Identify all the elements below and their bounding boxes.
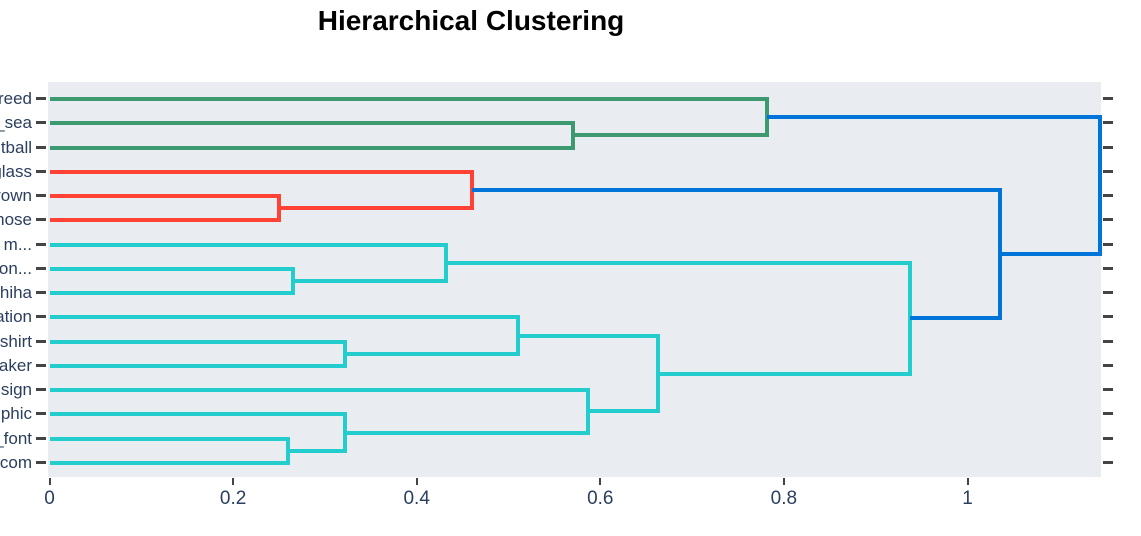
- x-tick-mark: [232, 478, 235, 485]
- y-tick-mark: [1103, 315, 1113, 319]
- x-tick-mark: [415, 478, 418, 485]
- y-axis-leaf-label: tball: [0, 137, 32, 157]
- x-tick-label: 0.6: [587, 488, 614, 509]
- y-tick-mark: [36, 436, 46, 440]
- y-tick-mark: [36, 291, 46, 295]
- dendrogram-link: [49, 436, 289, 441]
- y-tick-mark: [1103, 291, 1113, 295]
- y-tick-mark: [36, 266, 46, 270]
- x-tick-label: 0.2: [219, 488, 247, 509]
- dendrogram-link: [999, 252, 1100, 257]
- y-axis-leaf-label: hiha: [0, 283, 32, 303]
- y-tick-mark: [36, 363, 46, 367]
- y-tick-mark: [36, 194, 46, 198]
- dendrogram-link: [345, 430, 589, 435]
- y-tick-mark: [1103, 97, 1113, 100]
- dendrogram-link: [49, 461, 289, 465]
- y-tick-mark: [1103, 339, 1113, 343]
- y-tick-mark: [36, 121, 46, 125]
- y-tick-mark: [36, 145, 46, 149]
- y-tick-mark: [36, 461, 46, 464]
- dendrogram-link: [49, 242, 447, 247]
- dendrogram-link: [49, 145, 573, 150]
- y-axis-leaf-label: phic: [0, 404, 32, 424]
- y-tick-mark: [1103, 242, 1113, 246]
- y-axis-leaf-label: com: [0, 453, 32, 472]
- dendrogram-link: [471, 188, 1000, 192]
- dendrogram-link: [49, 121, 573, 126]
- dendrogram-link: [49, 291, 293, 296]
- y-tick-mark: [36, 315, 46, 319]
- y-tick-mark: [36, 242, 46, 246]
- y-tick-mark: [1103, 388, 1113, 392]
- y-tick-mark: [1103, 461, 1113, 464]
- y-tick-mark: [1103, 194, 1113, 198]
- y-axis-leaf-label: m...: [3, 234, 32, 254]
- x-tick-mark: [48, 478, 51, 485]
- dendrogram-link: [49, 363, 346, 368]
- x-tick-label: 0: [44, 488, 55, 509]
- dendrogram-link: [1097, 115, 1102, 257]
- y-axis-leaf-label: reed: [0, 89, 32, 108]
- y-tick-mark: [36, 97, 46, 100]
- dendrogram-link: [279, 206, 472, 211]
- y-axis-leaf-label: aker: [0, 355, 32, 375]
- x-tick-label: 0.8: [770, 488, 798, 509]
- y-tick-mark: [1103, 436, 1113, 440]
- y-tick-mark: [1103, 266, 1113, 270]
- y-tick-mark: [1103, 145, 1113, 149]
- dendrogram-link: [49, 339, 346, 344]
- plot-area: [48, 82, 1102, 477]
- y-axis-leaf-label: shirt: [0, 331, 32, 351]
- y-tick-mark: [36, 388, 46, 392]
- y-tick-mark: [1103, 169, 1113, 173]
- dendrogram-link: [572, 133, 768, 138]
- dendrogram-link: [288, 448, 346, 453]
- dendrogram-link: [658, 371, 910, 376]
- dendrogram-link: [49, 266, 293, 271]
- dendrogram-link: [49, 97, 768, 101]
- dendrogram-link: [49, 315, 518, 320]
- y-tick-mark: [1103, 218, 1113, 222]
- y-tick-mark: [1103, 412, 1113, 416]
- dendrogram-link: [292, 279, 447, 283]
- chart-title: Hierarchical Clustering: [317, 5, 625, 36]
- dendrogram-link: [588, 409, 659, 414]
- x-tick-label: 0.4: [403, 488, 430, 509]
- dendrogram-link: [49, 388, 589, 393]
- y-axis-leaf-label: rown: [0, 186, 32, 206]
- dendrogram-link: [49, 194, 279, 199]
- y-tick-mark: [36, 218, 46, 222]
- y-tick-mark: [36, 412, 46, 416]
- dendrogram-link: [767, 115, 1100, 120]
- y-axis-leaf-label: on...: [0, 258, 32, 278]
- x-tick-mark: [599, 478, 602, 485]
- y-tick-mark: [36, 169, 46, 173]
- y-axis-leaf-label: sign: [0, 380, 32, 400]
- dendrogram-link: [49, 218, 279, 223]
- dendrogram-link: [49, 169, 472, 174]
- x-tick-mark: [966, 478, 969, 485]
- y-axis-leaf-label: _sea: [0, 113, 32, 133]
- dendrogram-link: [446, 260, 910, 265]
- y-axis-leaf-label: glass: [0, 161, 32, 181]
- dendrogram-link: [49, 412, 346, 417]
- x-tick-mark: [782, 478, 785, 485]
- y-axis-leaf-label: _font: [0, 428, 32, 448]
- y-tick-mark: [36, 339, 46, 343]
- y-tick-mark: [1103, 363, 1113, 367]
- x-tick-label: 1: [962, 488, 973, 509]
- dendrogram-link: [345, 351, 518, 356]
- dendrogram-link: [517, 333, 659, 338]
- dendrogram-link: [909, 316, 1000, 321]
- y-tick-mark: [1103, 121, 1113, 125]
